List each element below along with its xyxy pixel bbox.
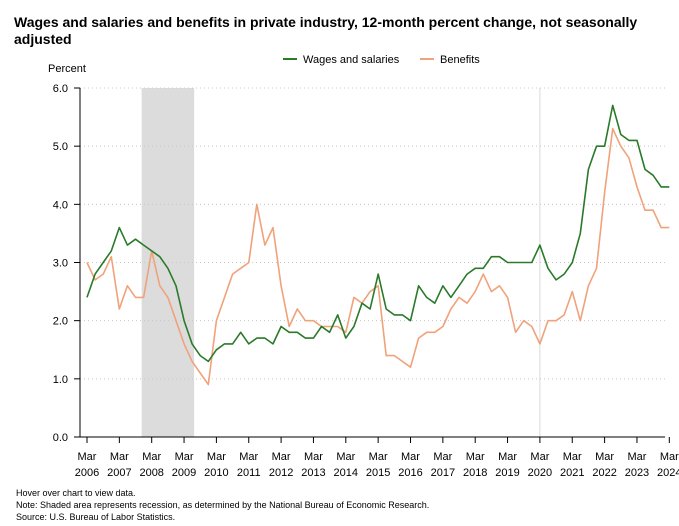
x-tick-label-year: 2014: [334, 467, 358, 479]
x-tick-label-month: Mar: [498, 451, 517, 463]
chart-notes: Hover over chart to view data. Note: Sha…: [16, 487, 429, 523]
chart-title: Wages and salaries and benefits in priva…: [14, 14, 638, 47]
x-tick-label-year: 2007: [107, 467, 131, 479]
x-tick-label-year: 2013: [301, 467, 325, 479]
x-tick-label-month: Mar: [627, 451, 646, 463]
x-tick-label-year: 2010: [204, 467, 228, 479]
x-tick-label-year: 2008: [139, 467, 163, 479]
x-tick-label-month: Mar: [660, 451, 679, 463]
line-chart[interactable]: 0.0 1.0 2.0 3.0 4.0 5.0 6.0 Mar 2006 Mar 2007 Mar 20…: [0, 0, 679, 480]
x-tick-label-month: Mar: [272, 451, 291, 463]
y-tick-label: 3.0: [53, 258, 68, 270]
x-tick-label-month: Mar: [336, 451, 355, 463]
legend-label: Benefits: [440, 54, 480, 66]
hover-note: Hover over chart to view data.: [16, 488, 136, 498]
x-tick-label-year: 2018: [463, 467, 487, 479]
series-line-benefits[interactable]: [86, 127, 670, 386]
x-tick-label-year: 2006: [75, 467, 99, 479]
x-tick-label-month: Mar: [239, 451, 258, 463]
x-tick-label-year: 2020: [528, 467, 552, 479]
legend-item-wages-and-salaries[interactable]: Wages and salaries: [283, 54, 400, 66]
x-tick-label-month: Mar: [530, 451, 549, 463]
x-tick-label-year: 2021: [560, 467, 584, 479]
x-tick-label-year: 2024: [657, 467, 679, 479]
y-tick-label: 1.0: [53, 374, 68, 386]
x-tick-label-month: Mar: [207, 451, 226, 463]
legend-label: Wages and salaries: [303, 54, 400, 66]
x-tick-label-year: 2019: [495, 467, 519, 479]
y-tick-label: 6.0: [53, 83, 68, 95]
x-tick-label-month: Mar: [110, 451, 129, 463]
x-tick-label-month: Mar: [369, 451, 388, 463]
y-tick-label: 4.0: [53, 199, 68, 211]
source-note: Source: U.S. Bureau of Labor Statistics.: [16, 512, 176, 522]
series-line-wages-and-salaries[interactable]: [86, 104, 670, 363]
x-tick-label-year: 2011: [237, 467, 261, 479]
x-tick-label-month: Mar: [175, 451, 194, 463]
x-tick-label-month: Mar: [433, 451, 452, 463]
series-layer[interactable]: [86, 104, 670, 386]
x-tick-label-year: 2015: [366, 467, 390, 479]
x-tick-label-year: 2016: [398, 467, 422, 479]
x-tick-label-month: Mar: [466, 451, 485, 463]
x-tick-label-year: 2017: [431, 467, 455, 479]
grid-lines: [80, 87, 665, 437]
y-tick-label: 0.0: [53, 432, 68, 444]
y-axis-title: Percent: [48, 63, 86, 75]
legend[interactable]: Wages and salaries Benefits: [283, 54, 480, 66]
axes: 0.0 1.0 2.0 3.0 4.0 5.0 6.0 Mar 2006 Mar 2007 Mar 20…: [53, 83, 679, 479]
y-tick-label: 5.0: [53, 141, 68, 153]
x-tick-label-month: Mar: [563, 451, 582, 463]
y-tick-label: 2.0: [53, 316, 68, 328]
x-tick-label-month: Mar: [401, 451, 420, 463]
x-tick-label-month: Mar: [142, 451, 161, 463]
legend-item-benefits[interactable]: Benefits: [420, 54, 480, 66]
x-tick-label-month: Mar: [304, 451, 323, 463]
recession-note: Note: Shaded area represents recession, …: [16, 500, 430, 510]
x-tick-label-year: 2022: [592, 467, 616, 479]
x-tick-label-month: Mar: [595, 451, 614, 463]
x-tick-label-year: 2023: [625, 467, 649, 479]
x-tick-label-year: 2009: [172, 467, 196, 479]
x-tick-label-year: 2012: [269, 467, 293, 479]
x-tick-label-month: Mar: [78, 451, 97, 463]
